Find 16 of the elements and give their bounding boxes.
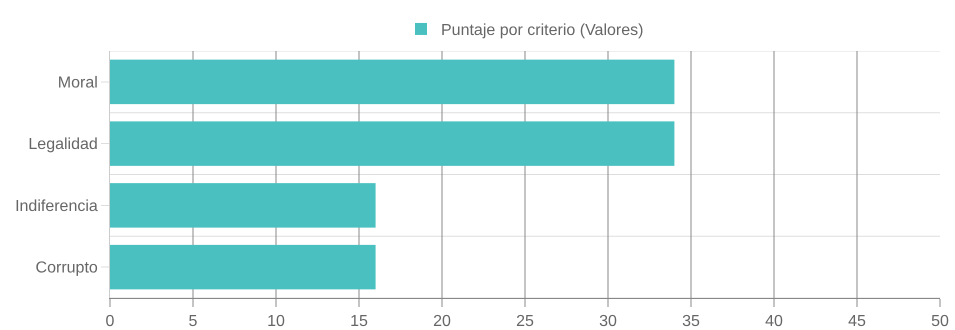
y-tick-label: Legalidad [28, 136, 98, 154]
x-tick-label: 15 [350, 313, 368, 330]
x-tick-label: 45 [848, 313, 866, 330]
x-tick-label: 5 [188, 313, 198, 330]
x-tick-label: 40 [765, 313, 783, 330]
x-tick-label: 10 [267, 313, 285, 330]
y-tick-label: Corrupto [36, 260, 98, 277]
legend-label: Puntaje por criterio (Valores) [441, 22, 644, 40]
x-tick-label: 25 [516, 313, 534, 330]
y-tick-label: Moral [58, 74, 98, 92]
x-tick-label: 35 [682, 313, 700, 330]
x-tick-label: 20 [433, 313, 451, 330]
x-tick-label: 30 [599, 313, 617, 330]
x-tick-label: 50 [931, 313, 949, 330]
x-tick-label: 0 [106, 313, 115, 330]
y-tick-label: Indiferencia [15, 198, 98, 215]
